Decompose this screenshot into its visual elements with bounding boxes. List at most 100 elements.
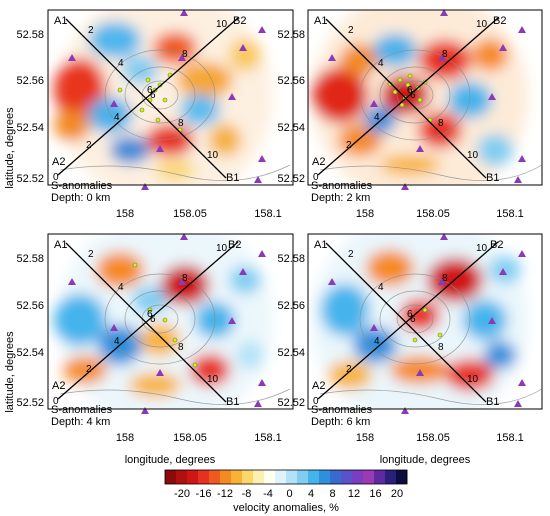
y-tick: 52.54 [16,122,44,134]
colorbar-tick-label: -20 [174,488,190,500]
station-triangle-icon [68,278,76,285]
colorbar-swatch [297,470,309,484]
profile-label-a2: A2 [52,380,65,392]
colorbar-swatch [176,470,188,484]
x-tick: 158 [356,208,374,220]
profile-label-b2: B2 [228,239,241,251]
colorbar-swatch [231,470,243,484]
x-tick: 158.1 [496,432,524,444]
profile-tick: 8 [438,118,444,129]
station-triangle-icon [254,400,262,407]
profile-tick: 8 [182,49,188,60]
colorbar-swatch [374,470,386,484]
colorbar-swatch [286,470,298,484]
events [132,262,198,368]
anomaly-map [308,234,542,409]
colorbar-swatch [341,470,353,484]
colorbar-swatch [264,470,276,484]
colorbar-swatch [165,470,177,484]
station-triangle-icon [518,250,526,257]
station-triangle-icon [141,407,149,414]
panel-frame [47,233,294,410]
station-triangle-icon [110,324,118,331]
colorbar-tick-label: -12 [217,488,233,500]
station-triangle-icon [499,44,507,51]
panel-title-line2: Depth: 2 km [311,192,370,204]
colorbar-swatch [275,470,287,484]
station-triangle-icon [228,317,236,324]
profile-tick: 6 [407,309,413,320]
station-triangle-icon [68,54,76,61]
colorbar-swatch [352,470,364,484]
profile-tick: 4 [374,336,380,347]
panel-depth-2: A1 B2 A2 B1 2 4 6 8 10 0 2 4 6 8 10 [277,9,543,220]
station-triangle-icon [514,400,522,407]
profile-tick: 10 [216,243,228,254]
profile-tick: 0 [53,396,59,407]
colorbar-ticks: -20 -16 -12 -8 -4 0 4 8 12 16 20 [174,488,403,500]
profile-tick: 6 [150,314,156,325]
profile-tick: 4 [114,336,120,347]
colorbar-swatch [253,470,265,484]
x-tick: 158.1 [254,432,282,444]
profile-tick: 4 [378,282,384,293]
colorbar-tick-label: 12 [348,488,360,500]
profile-tick: 10 [476,19,488,30]
colorbar-swatch [242,470,254,484]
station-triangle-icon [141,183,149,190]
profile-tick: 4 [114,112,120,123]
profile-label-b1: B1 [486,396,499,408]
panel-title-line1: S-anomalies [51,180,113,192]
x-tick: 158 [116,208,134,220]
profile-tick: 10 [467,374,479,385]
y-tick: 52.52 [16,173,44,185]
events [412,307,443,343]
profile-tick: 6 [150,90,156,101]
colorbar-tick-label: -8 [242,488,252,500]
profile-label-a2: A2 [312,156,325,168]
profile-label-b2: B2 [490,239,503,251]
panel-title-line2: Depth: 0 km [51,192,110,204]
stations [68,9,266,190]
profile-tick: 6 [410,314,416,325]
panel-title-line1: S-anomalies [51,404,113,416]
station-triangle-icon [258,250,266,257]
colorbar-swatch [209,470,221,484]
stations [328,9,526,190]
station-triangle-icon [440,233,448,240]
colorbar-title: velocity anomalies, % [233,502,339,514]
x-axis-label: longitude, degrees [380,454,471,466]
anomaly-map [308,10,542,185]
colorbar-tick-label: -16 [196,488,212,500]
station-triangle-icon [514,176,522,183]
y-tick: 52.54 [16,347,44,359]
profile-tick: 0 [53,172,59,183]
station-triangle-icon [370,324,378,331]
y-tick: 52.52 [277,173,305,185]
profile-tick: 2 [348,249,354,260]
profile-tick: 10 [216,19,228,30]
profile-tick: 10 [207,150,219,161]
station-triangle-icon [438,54,446,61]
y-tick: 52.58 [277,253,305,265]
profile-label-a2: A2 [52,156,65,168]
profile-tick: 6 [410,90,416,101]
profile-tick: 0 [313,396,319,407]
x-tick: 158 [116,432,134,444]
station-triangle-icon [440,9,448,16]
station-triangle-icon [254,176,262,183]
profile-label-a1: A1 [314,239,327,251]
y-tick: 52.56 [277,75,305,87]
profile-tick: 4 [118,282,124,293]
station-triangle-icon [239,268,247,275]
panel-frame [47,9,294,186]
panel-title-line2: Depth: 4 km [51,416,110,428]
colorbar-frame [164,469,408,485]
station-triangle-icon [178,278,186,285]
station-triangle-icon [156,145,164,152]
x-tick: 158.05 [416,208,450,220]
profile-tick: 4 [118,58,124,69]
station-triangle-icon [401,407,409,414]
colorbar-swatch [385,470,397,484]
station-triangle-icon [370,100,378,107]
